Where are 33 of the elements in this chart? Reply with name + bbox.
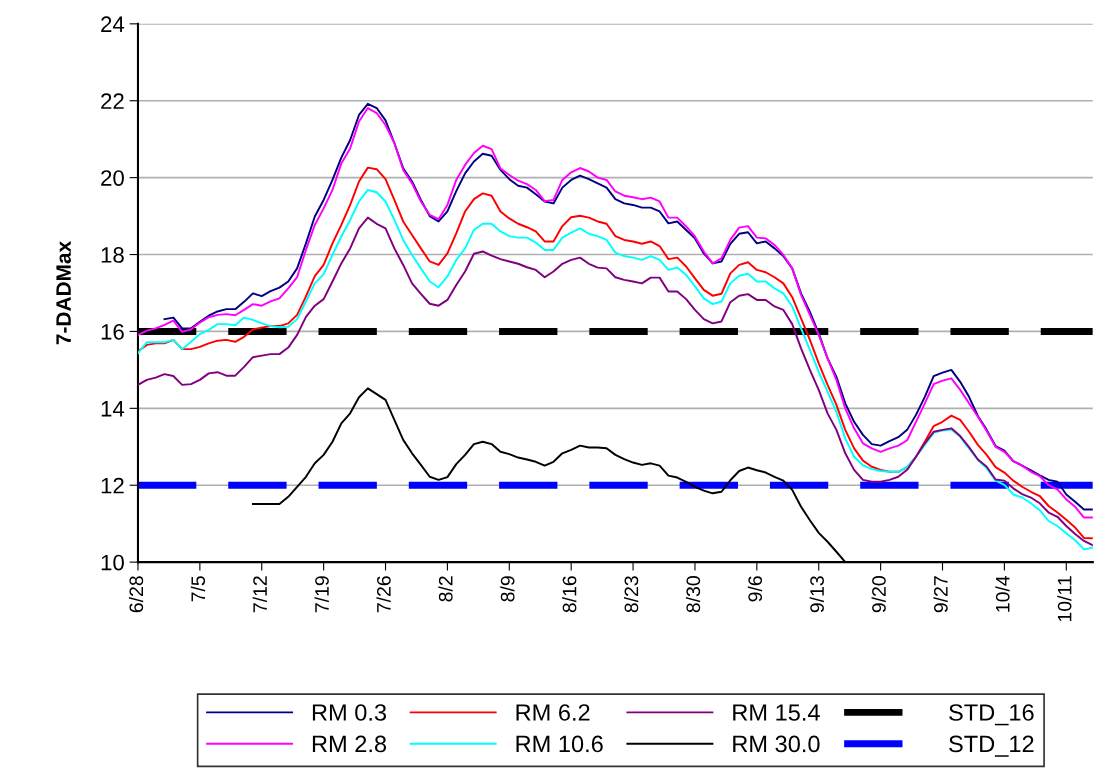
legend-label: RM 0.3 <box>312 704 387 721</box>
y-tick-label: 16 <box>101 323 124 340</box>
legend-label: RM 15.4 <box>733 704 820 721</box>
x-tick-label: 7/26 <box>376 576 391 613</box>
y-tick-label: 12 <box>101 477 124 494</box>
legend-label: RM 2.8 <box>312 735 387 753</box>
x-tick-label: 8/2 <box>438 576 453 602</box>
x-tick-label: 8/23 <box>624 576 639 613</box>
y-tick-label: 18 <box>101 247 124 263</box>
legend-label: RM 10.6 <box>516 735 603 753</box>
x-tick-label: 10/4 <box>995 575 1010 612</box>
x-tick-label: 8/16 <box>562 576 577 613</box>
y-tick-label: 20 <box>101 170 124 186</box>
x-tick-label: 9/13 <box>809 576 824 613</box>
x-tick-label: 9/20 <box>871 576 886 613</box>
legend-label: RM 6.2 <box>516 704 590 721</box>
legend-label: STD_16 <box>949 704 1034 726</box>
x-tick-label: 7/12 <box>252 576 267 613</box>
x-tick-label: 7/5 <box>190 576 206 602</box>
x-tick-label: 6/28 <box>128 576 144 613</box>
x-tick-label: 9/27 <box>933 576 948 613</box>
legend-label: STD_12 <box>949 735 1034 757</box>
x-tick-label: 8/9 <box>500 576 515 602</box>
x-tick-label: 8/30 <box>685 576 701 613</box>
legend-label: RM 30.0 <box>733 735 820 753</box>
y-tick-label: 24 <box>101 16 125 32</box>
x-tick-label: 10/11 <box>1057 576 1072 622</box>
y-axis-title: 7-DADMax <box>56 241 71 345</box>
y-tick-label: 10 <box>101 554 124 571</box>
y-tick-label: 14 <box>101 401 125 417</box>
x-tick-label: 9/6 <box>747 576 763 602</box>
x-tick-label: 7/19 <box>314 576 329 613</box>
y-tick-label: 22 <box>101 93 124 109</box>
